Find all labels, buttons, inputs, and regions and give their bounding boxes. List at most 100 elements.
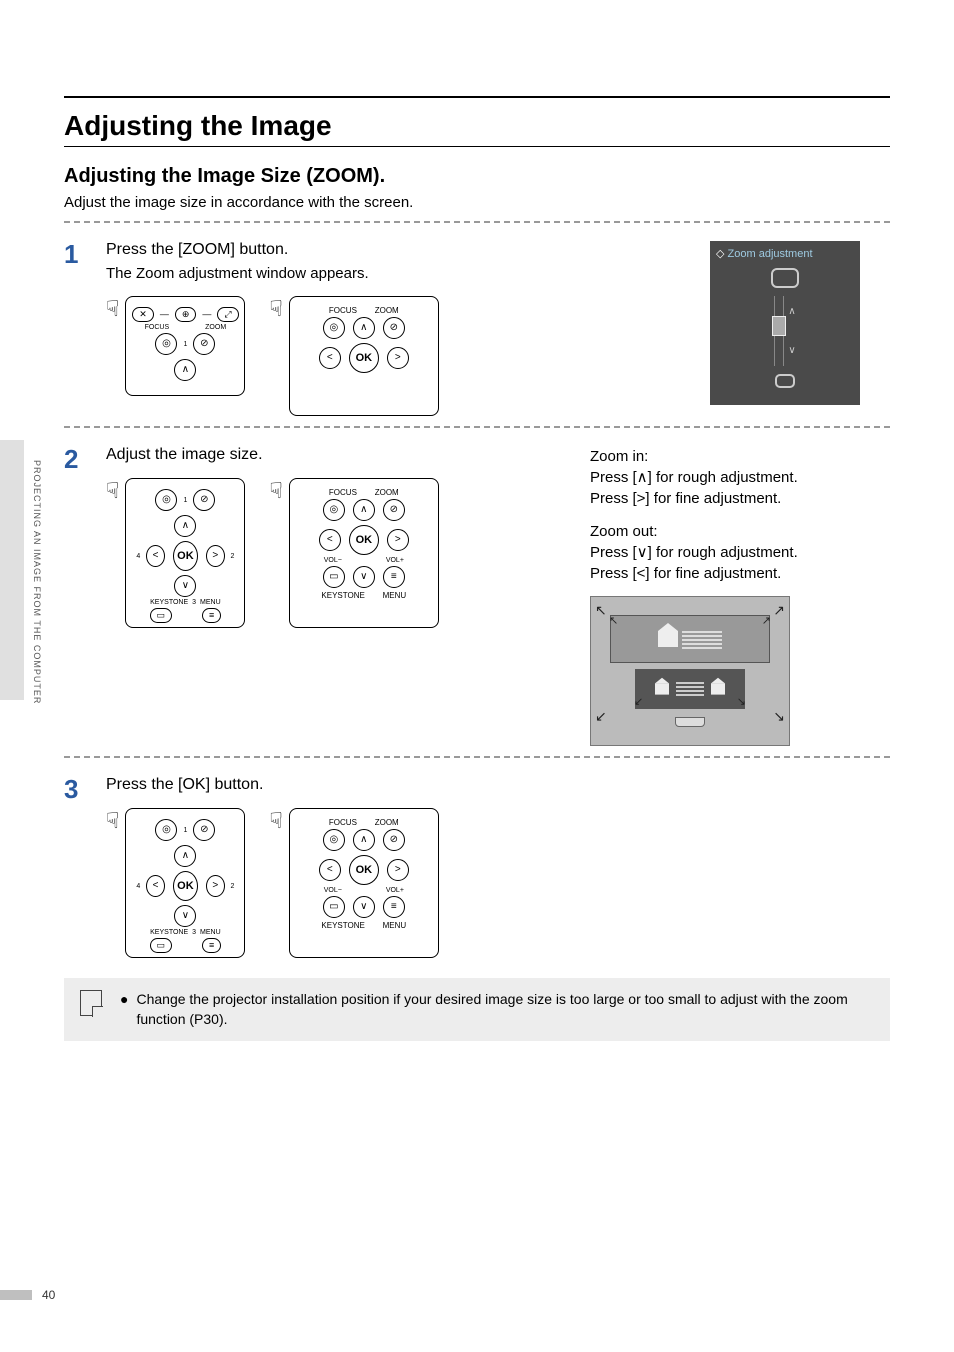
step-number: 1 [64,241,88,416]
zoom-in-heading: Zoom in: [590,446,890,467]
hand-icon: ☟ [269,478,282,504]
remote-figure: ☟ ◎ 1 ⊘ ∧ 4 < OK > 2 [106,808,245,958]
keystone-arc-label: KEYSTONE [321,921,364,930]
house-icon [658,631,678,647]
label-1: 1 [183,341,187,348]
hand-icon: ☟ [269,808,282,834]
keystone-arc-label: KEYSTONE [321,591,364,600]
note-text: Change the projector installation positi… [136,990,874,1029]
remote-illustration: ◎ 1 ⊘ ∧ 4 < OK > 2 [125,478,245,628]
panel-illustration: FOCUS ZOOM ◎ ∧ ⊘ < OK > VOL− [289,808,439,958]
step-number: 3 [64,776,88,958]
zoom-label: ZOOM [205,324,226,331]
chevron-up-icon: ∧ [788,306,795,317]
house-icon [655,683,669,694]
label-3: 3 [192,929,196,936]
zoom-in-line1: Press [∧] for rough adjustment. [590,467,890,488]
title-underline [64,146,890,147]
vol-plus-label: VOL+ [386,557,404,564]
step-title: Press the [OK] button. [106,776,890,794]
remote-illustration: ✕―⊕―⤢ FOCUS ZOOM ◎ 1 ⊘ ∧ [125,296,245,396]
zoom-diagram: ↖ ↗ ↗ ↖ ↘ ↙ ↙ [590,596,790,746]
note-icon [80,990,102,1016]
menu-label: MENU [200,599,221,606]
panel-illustration: FOCUS ZOOM ◎ ∧ ⊘ < OK > [289,296,439,416]
menu-arc-label: MENU [383,921,407,930]
ok-button: OK [349,343,379,373]
step-3: 3 Press the [OK] button. ☟ ◎ 1 ⊘ ∧ 4 [64,776,890,958]
panel-figure: ☟ FOCUS ZOOM ◎ ∧ ⊘ < OK > [269,296,438,416]
ok-button: OK [349,855,379,885]
section-intro: Adjust the image size in accordance with… [64,194,890,211]
zoom-adjustment-screenshot: ◇ Zoom adjustment ∧ ∨ [710,241,860,405]
remote-figure: ☟ ✕―⊕―⤢ FOCUS ZOOM ◎ 1 ⊘ [106,296,245,396]
vol-minus-label: VOL− [324,887,342,894]
zoom-out-heading: Zoom out: [590,521,890,542]
bullet-icon: ● [120,990,128,1029]
step-1: 1 Press the [ZOOM] button. The Zoom adju… [64,241,890,416]
dashed-divider [64,221,890,223]
dashed-divider [64,756,890,758]
ok-button: OK [173,541,198,571]
label-3: 3 [192,599,196,606]
page-content: Adjusting the Image Adjusting the Image … [64,96,890,1041]
section-heading: Adjusting the Image Size (ZOOM). [64,165,890,188]
keystone-label: KEYSTONE [150,599,188,606]
projector-icon [675,717,705,727]
label-2: 2 [231,883,235,890]
menu-label: MENU [200,929,221,936]
hand-icon: ☟ [106,296,119,322]
hand-icon: ☟ [106,808,119,834]
label-2: 2 [231,553,235,560]
remote-illustration: ◎ 1 ⊘ ∧ 4 < OK > 2 ∨ [125,808,245,958]
hand-icon: ☟ [269,296,282,322]
zoom-slider-handle [772,316,786,336]
page-footer: 40 [0,1288,90,1302]
zoom-out-line2: Press [<] for fine adjustment. [590,563,890,584]
zoom-arc-label: ZOOM [375,488,399,497]
zoom-arc-label: ZOOM [375,818,399,827]
zoom-window-title: Zoom adjustment [728,248,813,260]
top-rule: Adjusting the Image [64,96,890,142]
zoom-in-line2: Press [>] for fine adjustment. [590,488,890,509]
remote-figure: ☟ ◎ 1 ⊘ ∧ 4 < OK [106,478,245,628]
label-1: 1 [183,497,187,504]
step-desc: The Zoom adjustment window appears. [106,265,662,282]
keystone-label: KEYSTONE [150,929,188,936]
side-section-label: PROJECTING AN IMAGE FROM THE COMPUTER [32,460,42,704]
ok-button: OK [349,525,379,555]
vol-minus-label: VOL− [324,557,342,564]
house-icon [711,683,725,694]
focus-arc-label: FOCUS [329,306,357,315]
step-title: Adjust the image size. [106,446,566,464]
zoom-out-line1: Press [∨] for rough adjustment. [590,542,890,563]
label-1: 1 [183,827,187,834]
dashed-divider [64,426,890,428]
step-number: 2 [64,446,88,746]
step-title: Press the [ZOOM] button. [106,241,662,259]
page-number: 40 [42,1288,55,1302]
vol-plus-label: VOL+ [386,887,404,894]
side-tab [0,440,24,700]
menu-arc-label: MENU [383,591,407,600]
page-title: Adjusting the Image [64,110,890,142]
footer-bar [0,1290,32,1300]
panel-illustration: FOCUS ZOOM ◎ ∧ ⊘ < OK > [289,478,439,628]
note-callout: ● Change the projector installation posi… [64,978,890,1041]
focus-arc-label: FOCUS [329,818,357,827]
chevron-down-icon: ∨ [788,345,795,356]
focus-label: FOCUS [145,324,170,331]
zoom-instructions: Zoom in: Press [∧] for rough adjustment.… [590,446,890,746]
ok-button: OK [173,871,198,901]
zoom-large-icon [771,268,799,288]
step-2: 2 Adjust the image size. ☟ ◎ 1 ⊘ ∧ [64,446,890,746]
panel-figure: ☟ FOCUS ZOOM ◎ ∧ ⊘ < OK > [269,478,438,628]
zoom-arc-label: ZOOM [375,306,399,315]
hand-icon: ☟ [106,478,119,504]
zoom-slider [774,296,784,366]
label-4: 4 [136,553,140,560]
label-4: 4 [136,883,140,890]
panel-figure: ☟ FOCUS ZOOM ◎ ∧ ⊘ < OK > [269,808,438,958]
focus-arc-label: FOCUS [329,488,357,497]
zoom-small-icon [775,374,795,388]
